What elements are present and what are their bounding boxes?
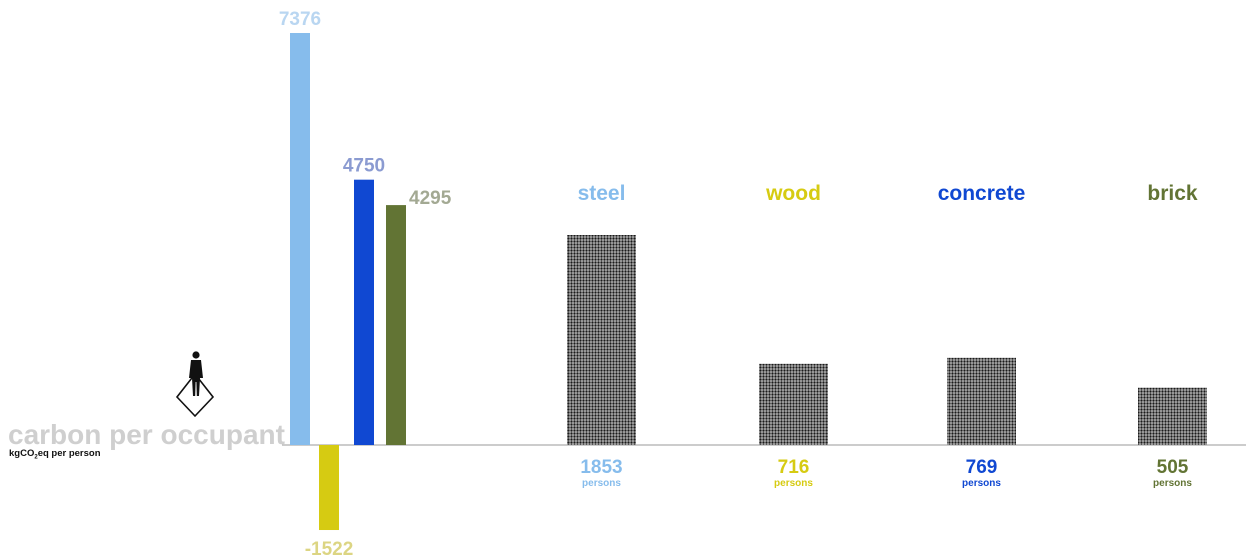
chart-title: carbon per occupant [8, 419, 285, 450]
person-standing-on-diamond-icon [175, 351, 215, 418]
persons-count-steel: 1853 [580, 457, 622, 478]
carbon-value-label-wood: -1522 [305, 539, 354, 560]
persons-bar-brick [1138, 387, 1207, 445]
material-label-wood: wood [765, 182, 821, 205]
persons-unit-label-steel: persons [582, 478, 621, 489]
persons-dot-bars: steel1853personswood716personsconcrete76… [567, 182, 1207, 489]
persons-count-brick: 505 [1157, 457, 1189, 478]
persons-bar-steel [567, 235, 636, 445]
persons-bar-wood [759, 363, 828, 445]
persons-count-concrete: 769 [966, 457, 998, 478]
carbon-value-label-brick: 4295 [409, 188, 452, 209]
carbon-bar-steel [290, 33, 310, 445]
material-label-concrete: concrete [938, 182, 1026, 205]
persons-unit-label-brick: persons [1153, 478, 1192, 489]
persons-unit-label-wood: persons [774, 478, 813, 489]
carbon-bar-concrete [354, 179, 374, 445]
persons-count-wood: 716 [778, 457, 810, 478]
carbon-bar-wood [319, 445, 339, 531]
material-label-brick: brick [1147, 182, 1198, 205]
persons-bar-concrete [947, 357, 1016, 445]
carbon-value-label-steel: 7376 [279, 9, 321, 30]
carbon-value-label-concrete: 4750 [343, 156, 385, 177]
carbon-bar-brick [386, 205, 406, 445]
persons-unit-label-concrete: persons [962, 478, 1001, 489]
material-label-steel: steel [578, 182, 626, 205]
carbon-bars: 7376 -1522 4750 4295 [279, 9, 452, 560]
y-axis-unit-label: kgCO2eq per person [9, 448, 101, 461]
